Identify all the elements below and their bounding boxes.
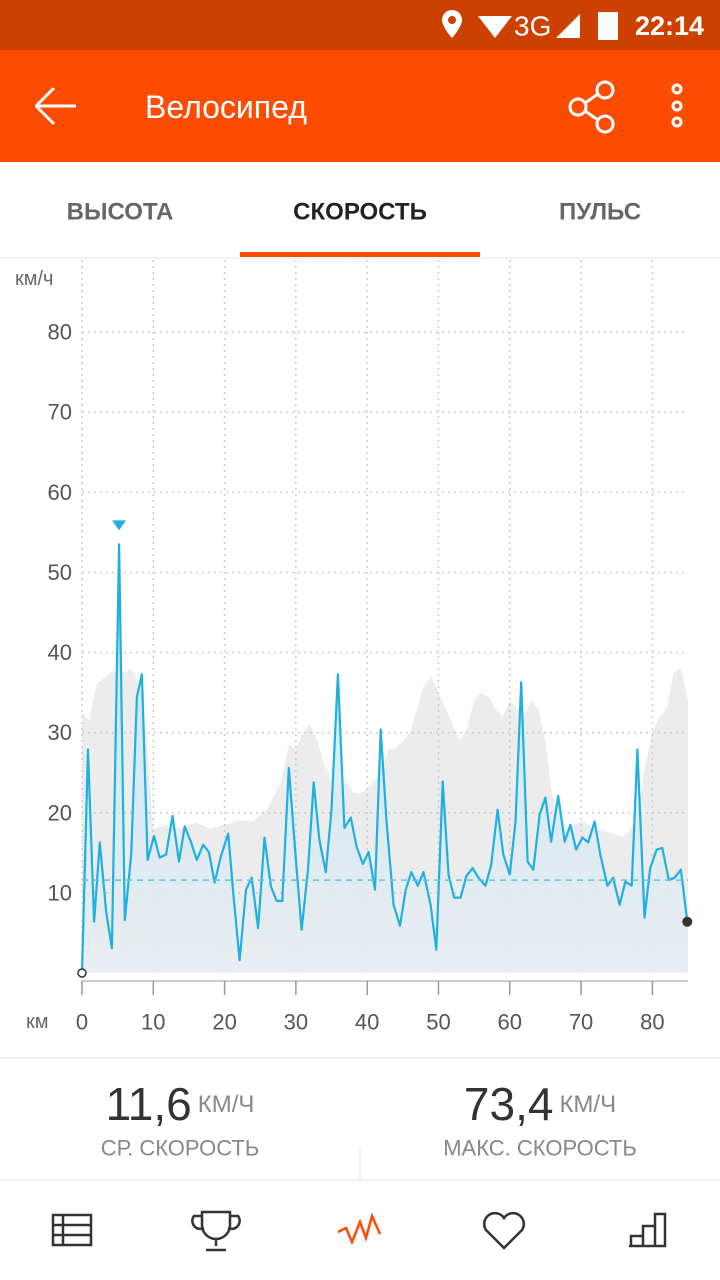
stat-label: МАКС. СКОРОСТЬ	[443, 1136, 637, 1161]
location-icon	[442, 10, 462, 38]
stat-label: СР. СКОРОСТЬ	[101, 1136, 260, 1161]
nav-stats[interactable]	[629, 1212, 667, 1248]
x-axis-label: км	[26, 1011, 49, 1033]
chart: км/ч км 10 20 30 40 50 60 70 80 0 10 20 30 40 50 60 70 8…	[15, 260, 693, 1035]
network-label: 3G	[514, 11, 551, 42]
nav-feed[interactable]	[51, 1213, 93, 1247]
battery-icon	[598, 12, 618, 40]
x-tick-label: 10	[141, 1010, 165, 1035]
stat-unit: КМ/Ч	[198, 1091, 255, 1118]
stat-number: 73,4	[464, 1078, 554, 1130]
back-button[interactable]	[34, 86, 76, 126]
y-tick-label: 50	[48, 560, 72, 585]
y-tick-label: 30	[48, 720, 72, 745]
stat-value: 73,4 КМ/Ч	[464, 1078, 616, 1130]
x-tick-label: 50	[426, 1010, 450, 1035]
x-tick-label: 60	[498, 1010, 522, 1035]
app-bar	[0, 50, 720, 162]
menu-button[interactable]	[671, 83, 683, 128]
y-tick-label: 40	[48, 640, 72, 665]
clock: 22:14	[635, 11, 704, 41]
tab-bar	[0, 162, 720, 258]
app-title: Велосипед	[145, 89, 307, 125]
share-button[interactable]	[568, 80, 615, 134]
y-tick-label: 70	[48, 400, 72, 425]
wifi-icon	[478, 16, 512, 38]
x-tick-label: 30	[284, 1010, 308, 1035]
y-tick-label: 60	[48, 480, 72, 505]
stat-number: 11,6	[106, 1078, 192, 1130]
y-axis-label: км/ч	[15, 268, 53, 290]
signal-icon	[556, 14, 580, 38]
stat-unit: КМ/Ч	[559, 1091, 616, 1118]
x-tick-label: 80	[640, 1010, 664, 1035]
nav-challenges[interactable]	[191, 1210, 241, 1252]
y-tick-label: 10	[48, 880, 72, 905]
nav-health[interactable]	[482, 1211, 526, 1250]
y-tick-label: 80	[48, 320, 72, 345]
speed-area	[82, 544, 688, 973]
end-marker	[682, 916, 693, 927]
start-marker	[77, 968, 87, 978]
tab[interactable]: ВЫСОТА	[67, 199, 174, 226]
max-marker	[112, 520, 127, 531]
tab-indicator	[240, 252, 480, 257]
x-tick-label: 70	[569, 1010, 593, 1035]
line-layer	[77, 520, 693, 978]
tab[interactable]: СКОРОСТЬ	[293, 199, 427, 226]
x-tick-label: 0	[76, 1010, 88, 1035]
tab[interactable]: ПУЛЬС	[559, 199, 641, 226]
x-tick-label: 40	[355, 1010, 379, 1035]
tabs: ВЫСОТА СКОРОСТЬ ПУЛЬС	[67, 199, 641, 257]
speed-line	[80, 543, 689, 974]
nav-activity[interactable]	[337, 1212, 382, 1246]
x-tick-label: 20	[212, 1010, 236, 1035]
y-tick-label: 20	[48, 800, 72, 825]
stat-value: 11,6 КМ/Ч	[106, 1078, 255, 1130]
